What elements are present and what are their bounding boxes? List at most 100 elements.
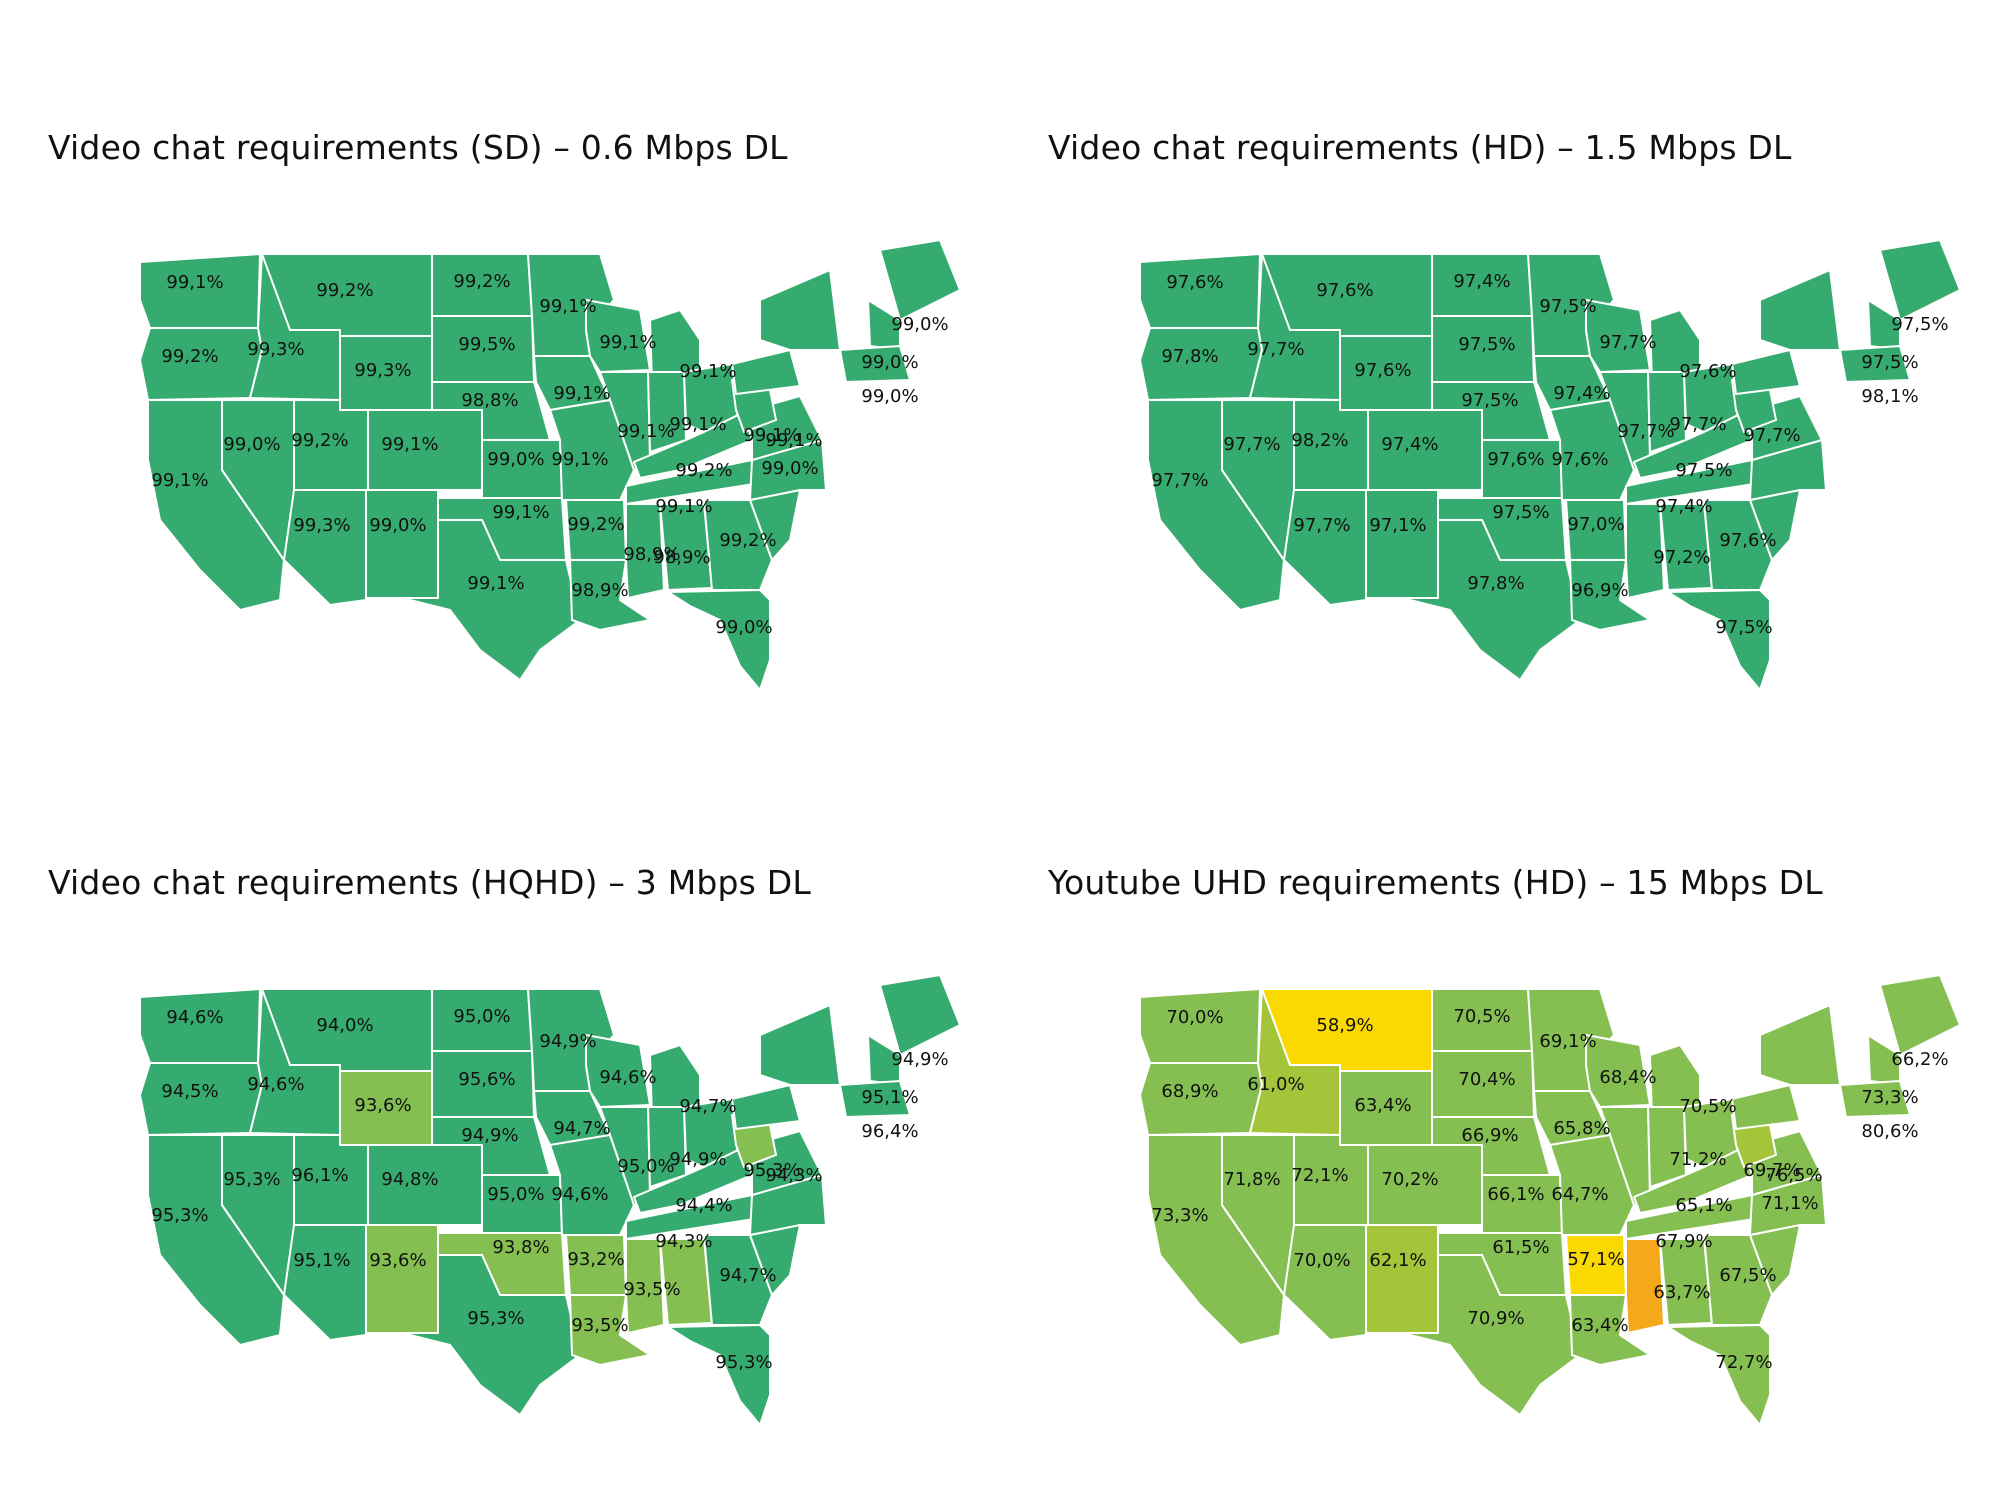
state-value-ok: 61,5% bbox=[1492, 1237, 1549, 1258]
state-value-ia: 97,4% bbox=[1553, 383, 1610, 404]
state-tx bbox=[399, 519, 581, 681]
state-ms bbox=[625, 1238, 665, 1334]
state-value-id: 97,7% bbox=[1247, 339, 1304, 360]
state-pa bbox=[1731, 349, 1801, 395]
state-value-al: 93,5% bbox=[623, 1279, 680, 1300]
state-value-mi: 99,1% bbox=[679, 361, 736, 382]
state-value-mo: 97,6% bbox=[1551, 449, 1608, 470]
state-pa bbox=[1731, 1084, 1801, 1130]
state-value-sd: 95,6% bbox=[458, 1069, 515, 1090]
state-value-mt: 99,2% bbox=[316, 280, 373, 301]
state-value-va: 99,0% bbox=[761, 458, 818, 479]
state-value-ok: 93,8% bbox=[492, 1237, 549, 1258]
state-value-ga: 97,6% bbox=[1719, 530, 1776, 551]
state-value-nh: 95,1% bbox=[861, 1087, 918, 1108]
state-me bbox=[1879, 239, 1961, 321]
state-value-fl: 95,3% bbox=[715, 1352, 772, 1373]
state-ga bbox=[703, 499, 773, 591]
state-ga bbox=[1703, 1234, 1773, 1326]
state-value-wa: 94,6% bbox=[166, 1007, 223, 1028]
state-value-co: 99,1% bbox=[381, 434, 438, 455]
state-value-ar: 97,0% bbox=[1567, 514, 1624, 535]
state-value-tn: 97,4% bbox=[1655, 496, 1712, 517]
map-panel-hd: Video chat requirements (HD) – 1.5 Mbps … bbox=[1000, 0, 2000, 700]
state-value-tx: 95,3% bbox=[467, 1308, 524, 1329]
state-value-ks: 97,6% bbox=[1487, 449, 1544, 470]
state-value-ut: 99,2% bbox=[291, 430, 348, 451]
state-ma bbox=[1839, 1080, 1911, 1118]
state-ma bbox=[839, 345, 911, 383]
us-map-hqhd: 94,6% 94,5% 95,3% 95,3% 94,6% 94,0% 93,6% 96,1%… bbox=[139, 974, 961, 1426]
state-value-or: 94,5% bbox=[161, 1081, 218, 1102]
map-panel-hqhd: Video chat requirements (HQHD) – 3 Mbps … bbox=[0, 735, 1000, 1435]
state-value-la: 63,4% bbox=[1571, 1315, 1628, 1336]
state-value-ky: 97,5% bbox=[1675, 460, 1732, 481]
state-value-tx: 99,1% bbox=[467, 573, 524, 594]
state-value-in: 99,1% bbox=[669, 414, 726, 435]
state-value-ma: 80,6% bbox=[1861, 1121, 1918, 1142]
state-value-or: 97,8% bbox=[1161, 346, 1218, 367]
state-value-ca: 73,3% bbox=[1151, 1205, 1208, 1226]
state-value-oh: 97,7% bbox=[1743, 425, 1800, 446]
state-value-nm: 97,1% bbox=[1369, 515, 1426, 536]
state-value-fl: 97,5% bbox=[1715, 617, 1772, 638]
state-value-wv: 76,5% bbox=[1765, 1165, 1822, 1186]
state-me bbox=[879, 974, 961, 1056]
state-value-mo: 99,1% bbox=[551, 449, 608, 470]
state-value-ut: 98,2% bbox=[1291, 430, 1348, 451]
state-value-ma: 98,1% bbox=[1861, 386, 1918, 407]
state-value-id: 99,3% bbox=[247, 339, 304, 360]
state-value-nd: 99,2% bbox=[453, 271, 510, 292]
state-value-ut: 96,1% bbox=[291, 1165, 348, 1186]
state-value-id: 61,0% bbox=[1247, 1074, 1304, 1095]
state-fl bbox=[667, 1324, 771, 1426]
map-title-hqhd: Video chat requirements (HQHD) – 3 Mbps … bbox=[48, 863, 811, 902]
state-value-mn: 97,5% bbox=[1539, 296, 1596, 317]
state-value-fl: 72,7% bbox=[1715, 1352, 1772, 1373]
state-ny bbox=[1759, 269, 1841, 351]
state-value-nm: 93,6% bbox=[369, 1250, 426, 1271]
state-value-wi: 94,6% bbox=[599, 1067, 656, 1088]
state-value-mt: 97,6% bbox=[1316, 280, 1373, 301]
state-value-me: 97,5% bbox=[1891, 314, 1948, 335]
state-value-wi: 99,1% bbox=[599, 332, 656, 353]
state-value-wy: 93,6% bbox=[354, 1095, 411, 1116]
state-value-ca: 97,7% bbox=[1151, 470, 1208, 491]
state-value-co: 97,4% bbox=[1381, 434, 1438, 455]
state-value-in: 71,2% bbox=[1669, 1149, 1726, 1170]
state-fl bbox=[667, 589, 771, 691]
state-nm bbox=[365, 1224, 439, 1334]
state-value-ia: 65,8% bbox=[1553, 1118, 1610, 1139]
us-map-sd: 99,1%99,2%99,1%99,0%99,3%99,2%99,3%99,2%… bbox=[139, 239, 961, 691]
state-value-nh: 99,0% bbox=[861, 352, 918, 373]
state-value-sd: 99,5% bbox=[458, 334, 515, 355]
state-value-tn: 94,3% bbox=[655, 1231, 712, 1252]
state-pa bbox=[731, 1084, 801, 1130]
state-value-la: 93,5% bbox=[571, 1315, 628, 1336]
state-value-oh: 69,7% bbox=[1743, 1160, 1800, 1181]
state-tx bbox=[399, 1254, 581, 1416]
map-title-youtube-uhd: Youtube UHD requirements (HD) – 15 Mbps … bbox=[1048, 863, 1823, 902]
state-value-co: 70,2% bbox=[1381, 1169, 1438, 1190]
state-value-ky: 65,1% bbox=[1675, 1195, 1732, 1216]
state-value-mo: 94,6% bbox=[551, 1184, 608, 1205]
state-value-ia: 99,1% bbox=[553, 383, 610, 404]
state-value-va: 71,1% bbox=[1761, 1193, 1818, 1214]
state-nm bbox=[1365, 1224, 1439, 1334]
state-value-al: 98,9% bbox=[623, 544, 680, 565]
state-ma bbox=[1839, 345, 1911, 383]
state-value-ga: 94,7% bbox=[719, 1265, 776, 1286]
state-nm bbox=[365, 489, 439, 599]
state-value-ne: 97,5% bbox=[1461, 390, 1518, 411]
state-value-in: 94,9% bbox=[669, 1149, 726, 1170]
state-value-wi: 97,7% bbox=[1599, 332, 1656, 353]
state-value-nd: 95,0% bbox=[453, 1006, 510, 1027]
state-value-me: 94,9% bbox=[891, 1049, 948, 1070]
state-value-mn: 69,1% bbox=[1539, 1031, 1596, 1052]
state-value-wa: 97,6% bbox=[1166, 272, 1223, 293]
state-value-ms: 97,2% bbox=[1653, 547, 1710, 568]
state-value-wy: 63,4% bbox=[1354, 1095, 1411, 1116]
state-value-wa: 99,1% bbox=[166, 272, 223, 293]
state-value-ms: 63,7% bbox=[1653, 1282, 1710, 1303]
state-value-ia: 94,7% bbox=[553, 1118, 610, 1139]
